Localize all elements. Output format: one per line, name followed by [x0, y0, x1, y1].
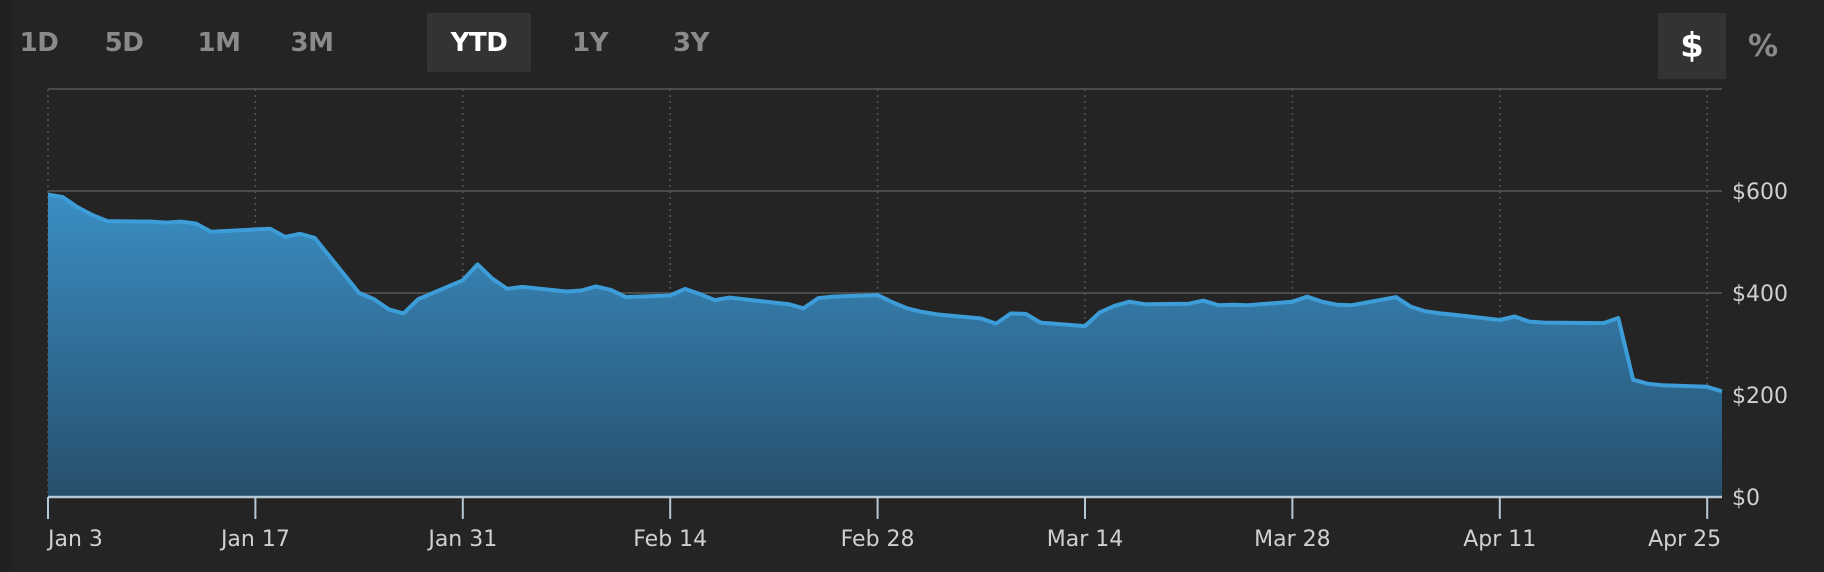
x-tick-label: Mar 28 — [1254, 527, 1331, 552]
tab-5d[interactable]: 5D — [104, 27, 144, 58]
y-tick-label: $600 — [1732, 180, 1788, 205]
x-axis — [47, 495, 1722, 519]
percent-toggle-button[interactable]: % — [1747, 28, 1779, 64]
x-tick-label: Jan 3 — [46, 527, 103, 552]
x-tick-label: Feb 28 — [841, 527, 915, 552]
x-tick-label: Feb 14 — [633, 527, 707, 552]
x-tick-label: Mar 14 — [1047, 527, 1124, 552]
x-axis-labels: Jan 3 Jan 17 Jan 31 Feb 14 Feb 28 Mar 14 Mar 2… — [46, 527, 1721, 552]
y-tick-label: $0 — [1732, 486, 1760, 511]
x-tick-label: Apr 25 — [1648, 527, 1721, 552]
tab-3y[interactable]: 3Y — [673, 27, 709, 58]
area-fill — [48, 194, 1722, 497]
y-tick-label: $400 — [1732, 282, 1788, 307]
tab-3m[interactable]: 3M — [290, 27, 334, 58]
dollar-toggle-button[interactable]: $ — [1658, 13, 1726, 79]
y-axis-labels: $0 $200 $400 $600 — [1732, 180, 1788, 511]
series-line — [47, 192, 1723, 394]
tab-1m[interactable]: 1M — [197, 27, 241, 58]
y-tick-label: $200 — [1732, 384, 1788, 409]
tab-ytd[interactable]: YTD — [427, 13, 531, 72]
tab-1y[interactable]: 1Y — [572, 27, 608, 58]
x-tick-label: Jan 17 — [219, 527, 290, 552]
x-tick-label: Jan 31 — [426, 527, 497, 552]
x-tick-label: Apr 11 — [1463, 527, 1536, 552]
tab-1d[interactable]: 1D — [19, 27, 59, 58]
